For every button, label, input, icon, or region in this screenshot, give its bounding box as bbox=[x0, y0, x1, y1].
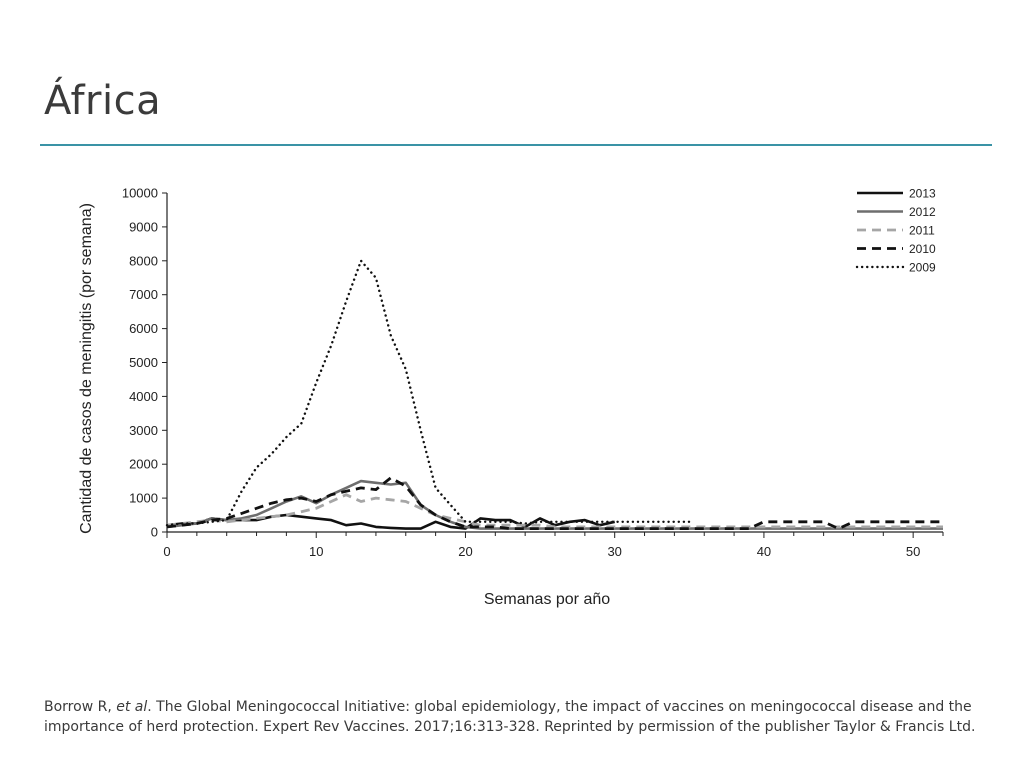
x-axis-label: Semanas por año bbox=[484, 591, 610, 608]
title-divider bbox=[40, 144, 992, 146]
y-tick-label: 7000 bbox=[129, 287, 158, 302]
citation: Borrow R, et al. The Global Meningococca… bbox=[44, 697, 994, 737]
x-tick-label: 30 bbox=[607, 544, 621, 559]
x-tick-label: 40 bbox=[757, 544, 771, 559]
y-tick-label: 8000 bbox=[129, 253, 158, 268]
x-tick-label: 10 bbox=[309, 544, 323, 559]
meningitis-line-chart: 0100020003000400050006000700080009000100… bbox=[78, 186, 944, 608]
legend-label-2011: 2011 bbox=[909, 224, 935, 238]
y-tick-label: 1000 bbox=[129, 491, 158, 506]
y-tick-label: 10000 bbox=[122, 186, 158, 201]
citation-text: . The Global Meningococcal Initiative: g… bbox=[44, 699, 976, 735]
x-tick-label: 20 bbox=[458, 544, 472, 559]
series-line-2012 bbox=[166, 479, 943, 530]
legend-label-2009: 2009 bbox=[909, 261, 936, 275]
y-tick-label: 0 bbox=[151, 525, 158, 540]
y-tick-label: 9000 bbox=[129, 219, 158, 234]
y-tick-label: 6000 bbox=[129, 321, 158, 336]
y-axis-label: Cantidad de casos de meningitis (por sem… bbox=[78, 203, 95, 534]
y-tick-label: 2000 bbox=[129, 457, 158, 472]
legend-label-2013: 2013 bbox=[909, 187, 936, 201]
legend-label-2010: 2010 bbox=[909, 242, 936, 256]
y-tick-label: 4000 bbox=[129, 389, 158, 404]
slide-title: África bbox=[44, 78, 162, 124]
series-line-2009 bbox=[165, 259, 691, 527]
y-tick-label: 3000 bbox=[129, 423, 158, 438]
series-line-2010 bbox=[166, 476, 943, 530]
legend-label-2012: 2012 bbox=[909, 205, 936, 219]
x-tick-label: 0 bbox=[163, 544, 170, 559]
series-line-2011 bbox=[166, 493, 943, 529]
y-tick-label: 5000 bbox=[129, 355, 158, 370]
citation-author: Borrow R, bbox=[44, 699, 117, 715]
citation-etal: et al bbox=[116, 699, 148, 715]
x-tick-label: 50 bbox=[906, 544, 920, 559]
